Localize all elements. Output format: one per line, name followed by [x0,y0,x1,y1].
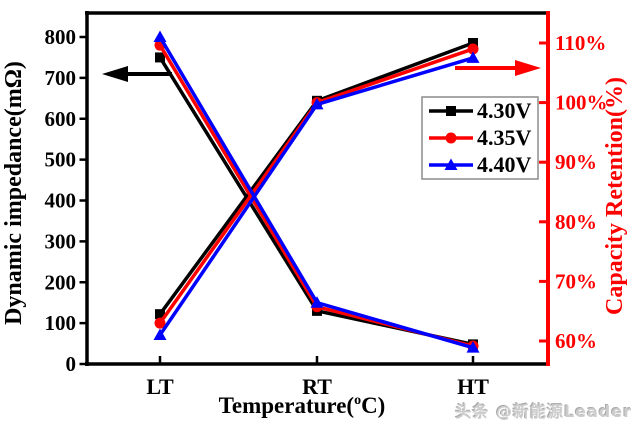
data-series [153,30,480,353]
x-axis-category-label: RT [302,374,332,399]
left-axis-tick-label: 800 [45,25,77,49]
right-axis-tick-label: 60% [555,329,597,353]
impedance-4.30V-square-marker [155,52,165,63]
retention-4.40V-triangle-marker [153,328,167,341]
retention-4.30V-square-marker [155,309,165,320]
watermark: 头条 @新能源Leader [455,402,632,421]
left-axis-tick-label: 100 [45,311,77,335]
axis-ticks: 0 100 200 300 400 500 600 700 800 60% 70% 80% 90% 100… [45,25,608,399]
right-axis-tick-label: 80% [555,210,597,234]
legend-4.40V-triangle-marker [444,158,458,170]
left-axis-tick-label: 700 [45,66,77,90]
retention-4.35V-circle-marker [467,43,479,55]
x-axis-category-label: HT [457,374,489,399]
left-axis-tick-label: 400 [45,189,77,213]
retention-4.35V-circle-marker [154,317,166,329]
retention-line-4.35V [158,47,474,325]
left-axis-title: Dynamic impedance(mΩ) [1,61,27,325]
x-axis-title-superscript: o [354,393,361,408]
left-axis-tick-label: 0 [66,352,77,376]
retention-4.40V-triangle-marker [310,97,324,110]
impedance-4.40V-triangle-marker [153,30,167,42]
legend-4.30V-square-marker [446,106,456,116]
x-axis-title-main: Temperature( [219,393,354,418]
impedance-4.40V-triangle-marker [466,341,480,353]
x-axis-title: Temperature(oC) [219,393,386,418]
right-axis-arrow-head [515,60,541,76]
x-axis-category-label: LT [146,374,174,399]
right-axis-tick-label: 110% [555,31,606,55]
left-axis-tick-label: 200 [45,270,77,294]
left-axis-tick-label: 300 [45,229,77,253]
retention-4.30V-square-marker [468,38,478,48]
right-axis-tick-label: 90% [555,150,597,174]
right-axis-tick-label: 100% [555,91,608,115]
right-axis-tick-label: 70% [555,269,597,293]
legend-4.35V-circle-marker [445,132,457,144]
legend-label: 4.35V [477,125,532,150]
left-axis-arrow-head [102,66,128,82]
legend-label: 4.40V [477,152,532,177]
retention-4.40V-triangle-marker [466,51,480,63]
legend-label: 4.30V [477,98,532,123]
axis-arrows [102,60,541,82]
left-axis-tick-label: 600 [45,107,77,131]
right-axis-title: Capacity Retention(%) [602,77,628,315]
left-axis-tick-label: 500 [45,148,77,172]
impedance-4.40V-triangle-marker [310,296,324,308]
x-axis-title-unit: C) [361,393,385,418]
